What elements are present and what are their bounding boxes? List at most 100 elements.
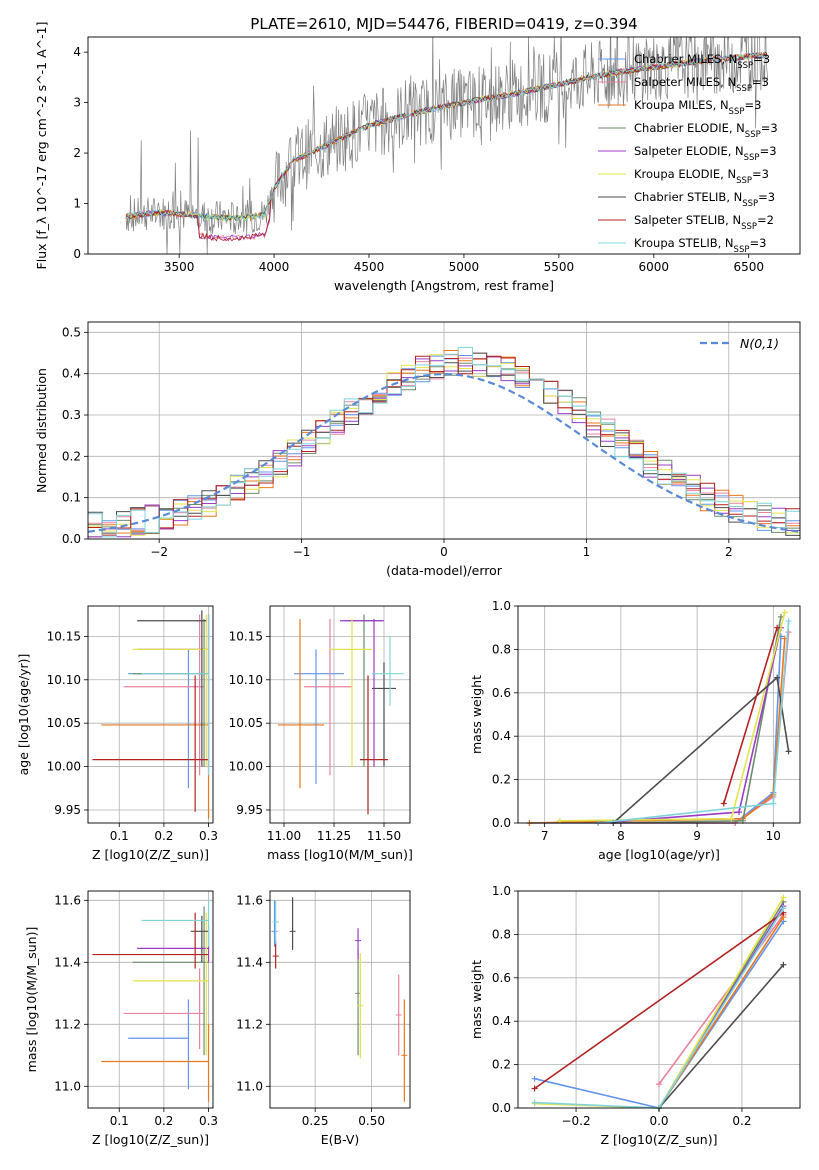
y-tick-label: 11.4 [236,955,263,969]
x-tick-label: 0.3 [199,1114,218,1128]
y-tick-label: 0.8 [492,927,511,941]
mass-weight-line-4 [597,627,782,824]
legend-label: Chabrier ELODIE, NSSP=3 [634,121,778,140]
panel-0: 3500 4000 4500 5000 5500 6000 6500 0 1 2 3 4 wavelen… [34,22,801,293]
legend-label: Chabrier STELIB, NSSP=3 [634,190,775,209]
y-tick-label: 0.2 [492,773,511,787]
legend-label: Salpeter MILES, NSSP=3 [634,75,769,94]
y-axis-label: Flux [f_λ 10^-17 erg cm^-2 s^-1 A^-1] [34,22,49,270]
x-tick-label: 6000 [639,260,670,274]
y-tick-label: 10.15 [229,629,263,643]
y-tick-label: 0.4 [492,1014,511,1028]
x-tick-label: 11.25 [317,829,351,843]
mass-weight-marker-0 [531,1075,538,1082]
mass-weight-marker-8 [531,1099,538,1106]
plot-area-3 [278,614,404,815]
mass-weight-marker-5 [780,894,787,901]
mass-weight-line-7 [534,912,784,1090]
mass-weight-marker-8 [785,618,792,625]
x-tick-label: −1 [293,545,311,559]
x-axis-label: mass [log10(M/M_sun)] [267,847,413,862]
axes-frame [269,890,411,1109]
y-tick-label: 0 [73,247,81,261]
y-tick-label: 10.10 [47,673,81,687]
y-tick-label: 10.15 [47,629,81,643]
y-tick-label: 11.6 [236,893,263,907]
mass-weight-marker-5 [728,815,735,822]
y-tick-label: 1 [73,197,81,211]
legend-label: Salpeter ELODIE, NSSP=3 [634,144,777,163]
y-tick-label: 2 [73,146,81,160]
figure-title: PLATE=2610, MJD=54476, FIBERID=0419, z=0… [250,15,637,33]
y-tick-label: 11.2 [54,1017,81,1031]
normal-curve [88,372,800,533]
residual-histogram-8 [88,346,800,538]
mass-weight-marker-7 [720,800,727,807]
x-tick-label: 0 [440,545,448,559]
x-tick-label: 0.1 [110,829,129,843]
y-tick-label: 11.0 [54,1079,81,1093]
y-tick-label: 0.4 [62,367,81,381]
legend-label: Kroupa STELIB, NSSP=3 [634,236,766,255]
y-tick-label: 3 [73,96,81,110]
y-tick-label: 0.2 [62,449,81,463]
y-tick-label: 9.95 [54,803,81,817]
y-axis-label: mass [log10(M/M_sun)] [24,927,39,1073]
x-tick-label: 0.1 [110,1114,129,1128]
y-axis-label: mass weight [469,675,484,754]
mass-weight-marker-6 [785,748,792,755]
x-tick-label: 0.3 [199,829,218,843]
x-tick-label: 0.50 [358,1114,385,1128]
mass-weight-line-7 [723,627,778,804]
mass-weight-marker-8 [780,905,787,912]
x-tick-label: 5500 [544,260,575,274]
y-tick-label: 10.05 [47,716,81,730]
x-tick-label: −0.2 [561,1114,590,1128]
x-axis-label: Z [log10(Z/Z_sun)] [601,1132,718,1147]
y-tick-label: 4 [73,45,81,59]
plot-area-0 [125,37,769,254]
x-tick-label: 9 [693,829,701,843]
y-axis-label: Normed distribution [34,368,49,493]
x-axis-label: wavelength [Angstrom, rest frame] [334,278,554,293]
y-tick-label: 11.0 [236,1079,263,1093]
legend-label: Kroupa MILES, NSSP=3 [634,98,761,117]
y-axis-label: age [log10(age/yr)] [16,654,31,776]
y-tick-label: 1.0 [492,884,511,898]
y-tick-label: 9.95 [236,803,263,817]
plot-area-5 [92,900,210,1102]
legend-label: Salpeter STELIB, NSSP=2 [634,213,774,232]
mass-weight-marker-1 [656,1081,662,1088]
x-axis-label: E(B-V) [321,1132,360,1147]
y-tick-label: 10.05 [229,716,263,730]
x-tick-label: 3500 [164,260,195,274]
x-tick-label: 4500 [354,260,385,274]
panel-2: 0.1 0.2 0.3 9.95 10.00 10.05 10.10 10.15 Z [log1… [16,605,218,862]
x-tick-label: 2 [725,545,733,559]
y-tick-label: 0.0 [492,816,511,830]
mass-weight-marker-4 [736,809,743,816]
mass-weight-marker-7 [774,624,781,631]
legend-label: N(0,1) [740,336,779,351]
x-tick-label: 0.2 [154,829,173,843]
panel-6: 0.25 0.50 11.0 11.2 11.4 11.6 E(B-V) [236,890,411,1147]
y-tick-label: 0.3 [62,408,81,422]
mass-weight-marker-6 [774,674,781,681]
mass-weight-line-1 [658,914,785,1085]
y-tick-label: 11.2 [236,1017,263,1031]
x-axis-label: (data-model)/error [386,563,503,578]
y-tick-label: 1.0 [492,599,511,613]
x-axis-label: Z [log10(Z/Z_sun)] [92,1132,209,1147]
axes-frame [517,605,801,824]
y-tick-label: 10.00 [229,760,263,774]
y-tick-label: 0.8 [492,642,511,656]
axes-frame [87,605,214,824]
y-axis-label: mass weight [469,960,484,1039]
x-axis-label: Z [log10(Z/Z_sun)] [92,847,209,862]
axes-frame [87,890,214,1109]
panel-3: 11.00 11.25 11.50 9.95 10.00 10.05 10.10 10.15 m… [229,605,413,862]
x-tick-label: 0.0 [649,1114,668,1128]
y-tick-label: 11.6 [54,893,81,907]
x-tick-label: 7 [541,829,549,843]
